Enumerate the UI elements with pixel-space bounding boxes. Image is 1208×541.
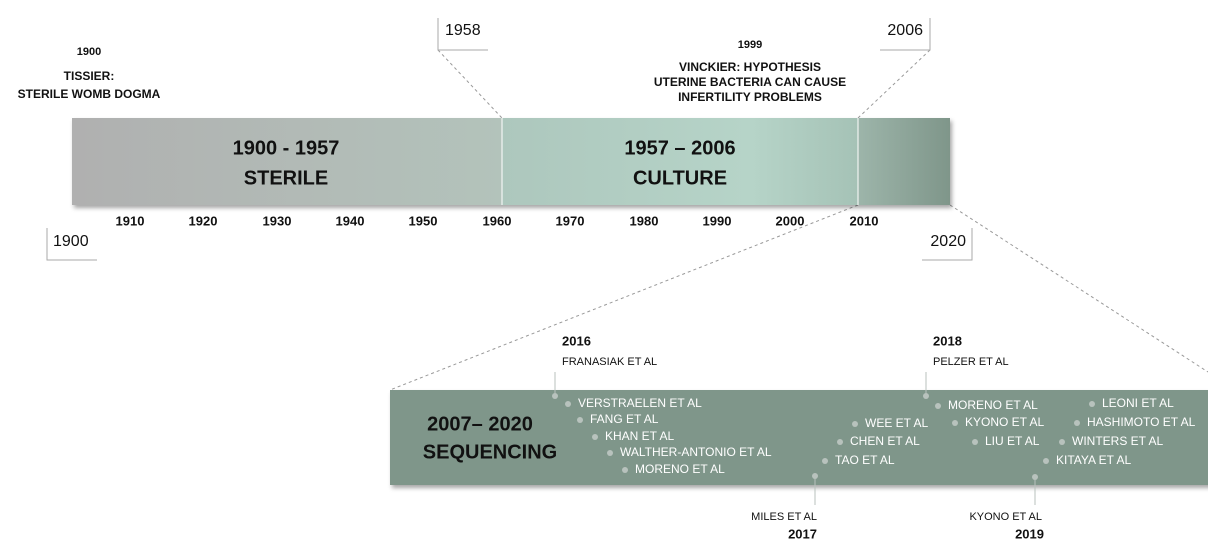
study-dot xyxy=(607,450,613,456)
study-name: KYONO ET AL xyxy=(965,415,1044,429)
callout-year: 1900 xyxy=(53,233,89,250)
milestone-dot xyxy=(552,393,558,399)
study-list: VERSTRAELEN ET AL FANG ET AL KHAN ET AL WAL… xyxy=(565,396,1196,476)
decade: 2010 xyxy=(850,213,879,228)
decade: 1960 xyxy=(483,213,512,228)
decade: 1910 xyxy=(116,213,145,228)
callout-box xyxy=(922,228,973,261)
era-culture xyxy=(502,118,858,205)
era-name: CULTURE xyxy=(633,167,727,189)
study-name: WEE ET AL xyxy=(865,416,928,430)
milestone-year: 2018 xyxy=(933,333,962,348)
decade: 2000 xyxy=(776,213,805,228)
study-name: CHEN ET AL xyxy=(850,434,920,448)
decade: 1920 xyxy=(189,213,218,228)
callout-year: 2020 xyxy=(930,233,966,250)
era-range: 1957 – 2006 xyxy=(624,137,735,159)
decade: 1930 xyxy=(263,213,292,228)
milestone-dot xyxy=(1032,474,1038,480)
milestone-dot xyxy=(812,473,818,479)
study-dot xyxy=(565,401,571,407)
study-dot xyxy=(972,439,978,445)
study-name: HASHIMOTO ET AL xyxy=(1087,415,1196,429)
milestone-name: PELZER ET AL xyxy=(933,356,1009,368)
study-dot xyxy=(1059,439,1065,445)
callout-year: 2006 xyxy=(887,22,923,39)
sequencing-name: SEQUENCING xyxy=(423,441,557,463)
study-dot xyxy=(935,403,941,409)
study-dot xyxy=(852,421,858,427)
callout-box xyxy=(437,18,488,51)
milestone-year: 2016 xyxy=(562,333,591,348)
decade: 1990 xyxy=(703,213,732,228)
sequencing-panel xyxy=(390,390,1208,485)
study-dot xyxy=(577,417,583,423)
decade: 1940 xyxy=(336,213,365,228)
study-dot xyxy=(1089,401,1095,407)
callout-box xyxy=(880,18,931,51)
era-sequencing xyxy=(858,118,950,205)
milestone-year: 2019 xyxy=(1015,526,1044,541)
study-name: FANG ET AL xyxy=(590,412,659,426)
callout-box xyxy=(46,228,97,261)
annotation-line: TISSIER: xyxy=(64,69,115,83)
study-dot xyxy=(592,434,598,440)
connector xyxy=(437,49,503,119)
decade: 1970 xyxy=(556,213,585,228)
study-name: MORENO ET AL xyxy=(948,398,1038,412)
annotation-line: VINCKIER: HYPOTHESIS xyxy=(679,60,821,74)
annotation-year: 1999 xyxy=(738,39,762,51)
study-dot xyxy=(622,467,628,473)
decade: 1950 xyxy=(409,213,438,228)
connector xyxy=(949,204,1208,373)
milestone-name: FRANASIAK ET AL xyxy=(562,356,657,368)
annotation-line: INFERTILITY PROBLEMS xyxy=(678,90,822,104)
annotation-line: UTERINE BACTERIA CAN CAUSE xyxy=(654,75,846,89)
study-name: LIU ET AL xyxy=(985,434,1040,448)
era-sterile xyxy=(72,118,502,205)
milestone-dot xyxy=(923,393,929,399)
era-bar xyxy=(72,118,950,205)
study-name: KHAN ET AL xyxy=(605,429,674,443)
study-dot xyxy=(1043,458,1049,464)
callout-year: 1958 xyxy=(445,22,481,39)
decade-axis: 1910 1920 1930 1940 1950 1960 1970 1980 … xyxy=(116,213,879,228)
milestone-name: MILES ET AL xyxy=(751,511,817,523)
milestone-year: 2017 xyxy=(788,526,817,541)
study-name: VERSTRAELEN ET AL xyxy=(578,396,702,410)
study-name: WINTERS ET AL xyxy=(1072,434,1163,448)
study-name: WALTHER-ANTONIO ET AL xyxy=(620,445,772,459)
annotation-year: 1900 xyxy=(77,46,101,58)
era-name: STERILE xyxy=(244,167,328,189)
study-dot xyxy=(822,458,828,464)
decade: 1980 xyxy=(630,213,659,228)
study-dot xyxy=(837,439,843,445)
study-dot xyxy=(1074,420,1080,426)
connector xyxy=(857,49,931,119)
study-name: LEONI ET AL xyxy=(1102,396,1174,410)
study-dot xyxy=(952,420,958,426)
study-name: KITAYA ET AL xyxy=(1056,453,1131,467)
era-range: 1900 - 1957 xyxy=(233,137,340,159)
annotation-line: STERILE WOMB DOGMA xyxy=(18,87,161,101)
study-name: TAO ET AL xyxy=(835,453,895,467)
milestone-name: KYONO ET AL xyxy=(969,511,1042,523)
study-name: MORENO ET AL xyxy=(635,462,725,476)
sequencing-range: 2007– 2020 xyxy=(427,413,533,435)
